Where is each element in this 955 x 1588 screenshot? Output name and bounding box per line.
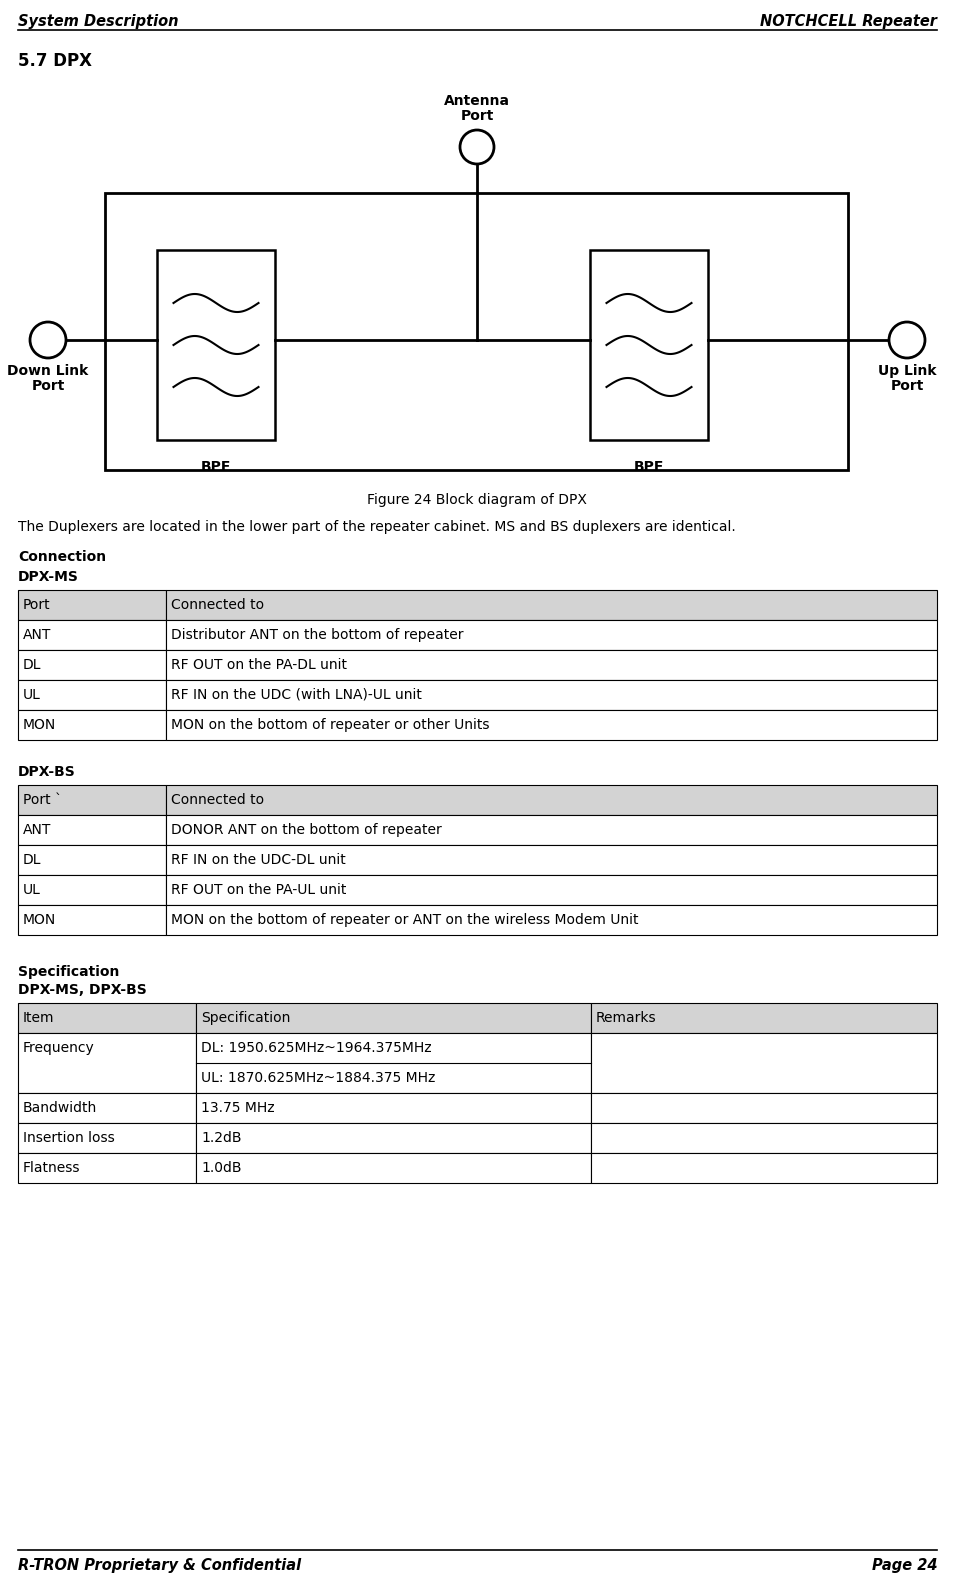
Text: 1.2dB: 1.2dB — [201, 1131, 242, 1145]
Text: DPX-BS: DPX-BS — [18, 765, 75, 780]
Bar — [196, 1093, 591, 1123]
Text: MON on the bottom of repeater or other Units: MON on the bottom of repeater or other U… — [171, 718, 490, 732]
Text: BPF: BPF — [201, 461, 231, 473]
Text: Flatness: Flatness — [23, 1161, 80, 1175]
Bar — [166, 845, 937, 875]
Text: Bandwidth: Bandwidth — [23, 1100, 97, 1115]
Bar — [591, 1004, 937, 1034]
Bar — [166, 680, 937, 710]
Text: RF IN on the UDC (with LNA)-UL unit: RF IN on the UDC (with LNA)-UL unit — [171, 688, 422, 702]
Text: R-TRON Proprietary & Confidential: R-TRON Proprietary & Confidential — [18, 1558, 301, 1574]
Text: Page 24: Page 24 — [872, 1558, 937, 1574]
Text: Port: Port — [460, 110, 494, 122]
Circle shape — [460, 130, 494, 164]
Bar — [591, 1123, 937, 1153]
Text: Distributor ANT on the bottom of repeater: Distributor ANT on the bottom of repeate… — [171, 627, 463, 642]
Bar — [18, 619, 166, 649]
Text: BPF: BPF — [634, 461, 664, 473]
Text: Port: Port — [23, 599, 51, 611]
Bar — [18, 1034, 196, 1093]
Bar — [591, 1034, 937, 1093]
Text: Connection: Connection — [18, 549, 106, 564]
Text: RF IN on the UDC-DL unit: RF IN on the UDC-DL unit — [171, 853, 346, 867]
Text: Specification: Specification — [18, 966, 119, 978]
Text: DONOR ANT on the bottom of repeater: DONOR ANT on the bottom of repeater — [171, 823, 442, 837]
Text: MON: MON — [23, 718, 56, 732]
Bar — [157, 249, 275, 440]
Bar — [166, 710, 937, 740]
Bar — [166, 619, 937, 649]
Text: Item: Item — [23, 1012, 54, 1024]
Text: RF OUT on the PA-UL unit: RF OUT on the PA-UL unit — [171, 883, 347, 897]
Text: MON on the bottom of repeater or ANT on the wireless Modem Unit: MON on the bottom of repeater or ANT on … — [171, 913, 639, 927]
Text: Antenna: Antenna — [444, 94, 510, 108]
Text: Remarks: Remarks — [596, 1012, 657, 1024]
Bar — [166, 905, 937, 935]
Bar — [591, 1093, 937, 1123]
Text: System Description: System Description — [18, 14, 179, 29]
Bar — [196, 1123, 591, 1153]
Text: NOTCHCELL Repeater: NOTCHCELL Repeater — [760, 14, 937, 29]
Text: DL: 1950.625MHz~1964.375MHz: DL: 1950.625MHz~1964.375MHz — [201, 1042, 432, 1054]
Bar — [196, 1153, 591, 1183]
Text: Specification: Specification — [201, 1012, 290, 1024]
Bar — [18, 1153, 196, 1183]
Bar — [105, 194, 848, 470]
Bar — [18, 875, 166, 905]
Text: ANT: ANT — [23, 823, 52, 837]
Bar — [18, 710, 166, 740]
Text: Port: Port — [890, 380, 923, 392]
Bar — [166, 875, 937, 905]
Text: Port: Port — [32, 380, 65, 392]
Text: Connected to: Connected to — [171, 599, 265, 611]
Text: 13.75 MHz: 13.75 MHz — [201, 1100, 275, 1115]
Text: Insertion loss: Insertion loss — [23, 1131, 115, 1145]
Bar — [590, 249, 708, 440]
Bar — [166, 784, 937, 815]
Bar — [18, 591, 166, 619]
Text: DL: DL — [23, 657, 41, 672]
Text: Connected to: Connected to — [171, 792, 265, 807]
Bar — [166, 649, 937, 680]
Text: MON: MON — [23, 913, 56, 927]
Bar — [18, 784, 166, 815]
Bar — [18, 1123, 196, 1153]
Text: RF OUT on the PA-DL unit: RF OUT on the PA-DL unit — [171, 657, 347, 672]
Text: Figure 24 Block diagram of DPX: Figure 24 Block diagram of DPX — [367, 492, 587, 507]
Text: Down Link: Down Link — [8, 364, 89, 378]
Text: Frequency: Frequency — [23, 1042, 95, 1054]
Bar — [166, 591, 937, 619]
Text: The Duplexers are located in the lower part of the repeater cabinet. MS and BS d: The Duplexers are located in the lower p… — [18, 519, 735, 534]
Text: 5.7 DPX: 5.7 DPX — [18, 52, 92, 70]
Bar — [18, 649, 166, 680]
Bar — [196, 1034, 591, 1093]
Bar — [18, 815, 166, 845]
Text: 1.0dB: 1.0dB — [201, 1161, 242, 1175]
Text: UL: UL — [23, 688, 41, 702]
Bar — [166, 815, 937, 845]
Text: DPX-MS: DPX-MS — [18, 570, 79, 584]
Circle shape — [889, 322, 925, 357]
Bar — [18, 845, 166, 875]
Bar — [18, 1004, 196, 1034]
Bar — [18, 905, 166, 935]
Text: ANT: ANT — [23, 627, 52, 642]
Circle shape — [30, 322, 66, 357]
Bar — [18, 1093, 196, 1123]
Bar — [18, 680, 166, 710]
Bar — [591, 1153, 937, 1183]
Text: DPX-MS, DPX-BS: DPX-MS, DPX-BS — [18, 983, 147, 997]
Text: DL: DL — [23, 853, 41, 867]
Bar — [196, 1004, 591, 1034]
Text: UL: 1870.625MHz~1884.375 MHz: UL: 1870.625MHz~1884.375 MHz — [201, 1070, 435, 1085]
Text: Port `: Port ` — [23, 792, 62, 807]
Text: UL: UL — [23, 883, 41, 897]
Text: Up Link: Up Link — [878, 364, 936, 378]
